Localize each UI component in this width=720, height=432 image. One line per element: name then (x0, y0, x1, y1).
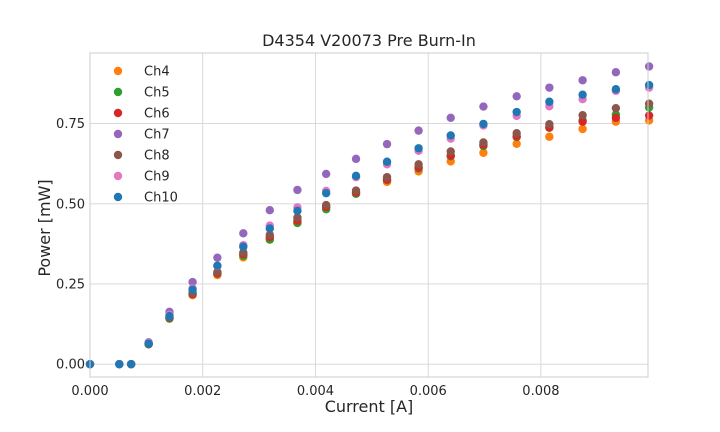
data-point (479, 119, 488, 129)
series-ch8 (85, 99, 654, 369)
legend-marker (113, 192, 123, 202)
data-point (578, 76, 587, 85)
data-point (265, 230, 274, 240)
y-tick-label: 0.50 (56, 197, 85, 212)
data-point (545, 120, 554, 129)
data-point (239, 248, 248, 257)
y-axis-label: Power [mW] (35, 179, 54, 276)
data-point (578, 117, 587, 126)
data-point (382, 139, 392, 149)
data-point (414, 126, 423, 135)
data-point (578, 90, 587, 99)
legend-marker (113, 87, 123, 97)
grid-lines (89, 53, 648, 377)
data-point (644, 80, 654, 90)
series-ch10 (85, 80, 654, 369)
data-point (545, 83, 554, 92)
series-ch4 (85, 116, 654, 369)
legend-label: Ch6 (144, 107, 170, 122)
legend-marker (113, 150, 123, 160)
data-point (414, 160, 423, 169)
data-point (321, 188, 331, 198)
data-point (512, 139, 521, 148)
data-point (188, 277, 197, 287)
data-point (644, 111, 654, 120)
data-point (265, 205, 274, 215)
x-axis-label: Current [A] (325, 397, 414, 416)
data-point (351, 154, 361, 164)
data-point (213, 261, 222, 270)
legend: Ch4 Ch5 Ch6 Ch7 Ch8 Ch9 Ch10 (113, 65, 178, 206)
data-point (644, 62, 654, 71)
y-tick-label: 0.25 (56, 277, 85, 292)
data-point (293, 213, 302, 222)
data-point (165, 311, 174, 321)
data-point (512, 107, 521, 117)
data-point (382, 157, 392, 166)
data-point (115, 359, 124, 369)
x-tick-label: 0.000 (71, 384, 108, 399)
data-point (382, 172, 392, 182)
data-point (611, 85, 621, 94)
series-ch5 (85, 103, 654, 369)
data-point (351, 186, 361, 195)
data-point (545, 97, 554, 106)
data-point (126, 359, 136, 369)
data-point (512, 128, 521, 138)
y-tick-label: 0.00 (56, 358, 85, 373)
data-point (479, 102, 488, 111)
data-point (479, 138, 488, 147)
legend-marker (113, 66, 123, 76)
data-point (446, 113, 455, 123)
x-tick-label: 0.006 (410, 384, 447, 399)
series-ch7 (85, 62, 654, 369)
legend-marker (113, 129, 123, 139)
data-point (239, 242, 248, 251)
data-point (446, 131, 455, 140)
legend-label: Ch4 (144, 65, 170, 80)
legend-label: Ch5 (144, 86, 170, 101)
data-points (85, 62, 654, 369)
series-ch6 (85, 111, 654, 369)
data-point (144, 339, 153, 348)
legend-marker (113, 108, 123, 118)
data-point (213, 267, 222, 277)
data-point (644, 99, 654, 108)
legend-label: Ch10 (144, 191, 178, 206)
x-tick-labels: 0.000 0.002 0.004 0.006 0.008 (71, 384, 559, 399)
legend-label: Ch8 (144, 149, 170, 164)
data-point (611, 103, 621, 113)
series-ch9 (85, 83, 654, 369)
data-point (293, 185, 302, 195)
legend-label: Ch9 (144, 170, 170, 185)
legend-label: Ch7 (144, 128, 170, 143)
data-point (351, 171, 361, 181)
x-tick-label: 0.004 (297, 384, 334, 399)
y-tick-labels: 0.00 0.25 0.50 0.75 (56, 117, 85, 373)
legend-marker (113, 171, 123, 181)
data-point (321, 169, 331, 179)
x-tick-label: 0.002 (184, 384, 221, 399)
data-point (611, 113, 621, 123)
data-point (578, 111, 587, 120)
plot-frame (89, 52, 649, 378)
data-point (578, 124, 587, 134)
data-point (321, 200, 331, 210)
data-point (479, 148, 488, 157)
data-point (611, 68, 621, 77)
data-point (188, 285, 197, 294)
chart-title: D4354 V20073 Pre Burn-In (262, 31, 476, 50)
data-point (545, 132, 554, 141)
data-point (293, 206, 302, 216)
x-tick-label: 0.008 (522, 384, 559, 399)
data-point (213, 253, 222, 262)
data-point (265, 224, 274, 233)
y-tick-label: 0.75 (56, 117, 85, 132)
data-point (512, 92, 521, 101)
data-point (446, 147, 455, 156)
data-point (239, 229, 248, 238)
data-point (414, 144, 423, 153)
